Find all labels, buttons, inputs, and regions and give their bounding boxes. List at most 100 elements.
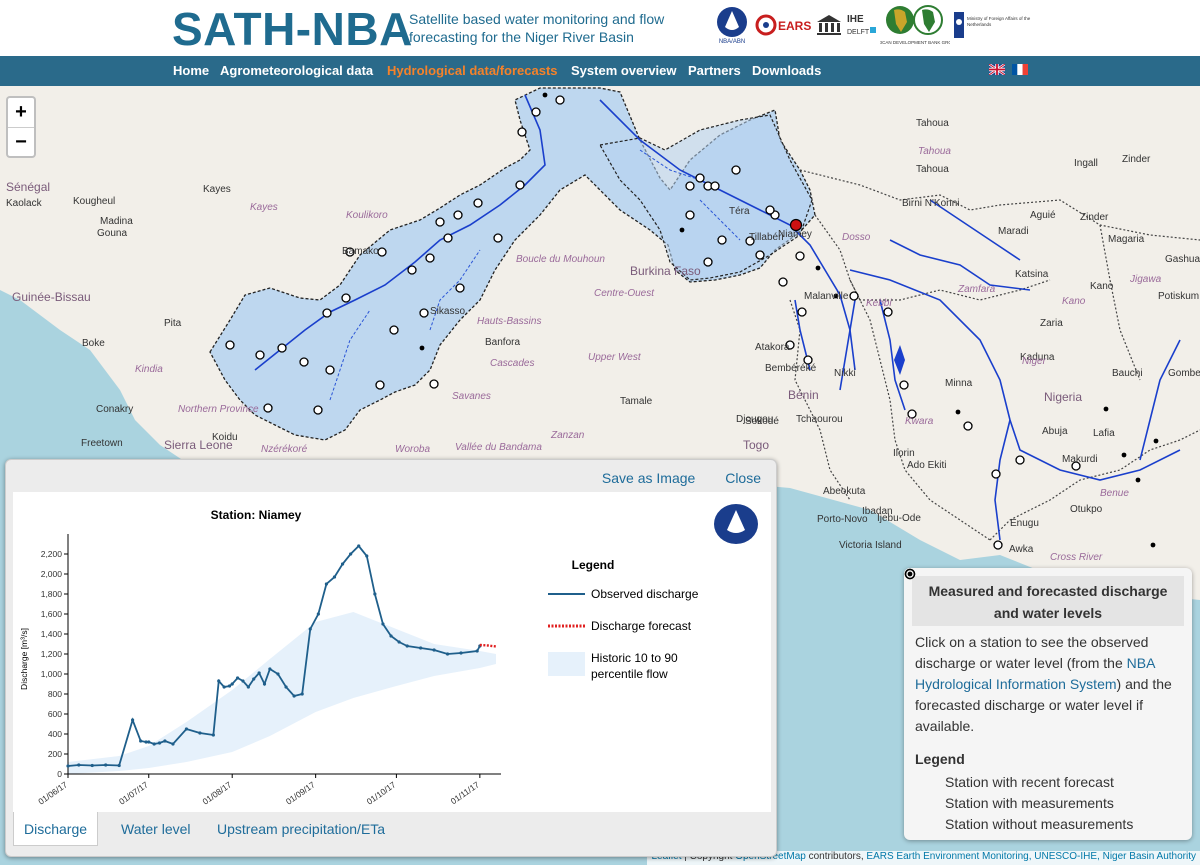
map-label: Kougheul [73, 196, 116, 207]
close-button[interactable]: Close [725, 470, 761, 486]
brand-tagline: Satellite based water monitoring and flo… [409, 11, 665, 45]
observed-point [276, 672, 280, 676]
observed-point [184, 727, 189, 731]
nba-his-link[interactable]: NBA Hydrological Information System [915, 655, 1155, 692]
netherlands-ministry-logo[interactable]: Ministry of Foreign Affairs of the Nether… [952, 5, 1032, 45]
y-tick-label: 1,000 [41, 669, 63, 679]
map-label: Pita [164, 318, 182, 329]
zoom-in-button[interactable]: + [15, 101, 27, 123]
map-label: Tahoua [916, 118, 949, 129]
map-label: Kano [1090, 281, 1114, 292]
map-label: Sierra Leone [164, 438, 233, 452]
french-flag-icon[interactable] [1012, 64, 1028, 75]
map-label: Zamfara [958, 284, 996, 295]
map-label: Hauts-Bassins [477, 316, 542, 327]
tab-upstream-precipitation[interactable]: Upstream precipitation/ETa [217, 821, 386, 837]
nav-downloads[interactable]: Downloads [752, 63, 822, 78]
english-flag-icon[interactable] [989, 64, 1005, 75]
map-label: Niamey [778, 229, 812, 240]
nav-home[interactable]: Home [173, 63, 210, 78]
observed-point [211, 733, 215, 737]
map-label: Bénin [788, 388, 819, 402]
map-label: Abuja [1042, 426, 1068, 437]
map-label: Otukpo [1070, 504, 1103, 515]
nav-hydrological-data[interactable]: Hydrological data/forecasts [387, 63, 558, 78]
observed-point [268, 667, 272, 671]
zoom-out-button[interactable]: − [8, 127, 34, 156]
map-label: Upper West [588, 352, 641, 363]
unesco-logo[interactable] [815, 5, 843, 45]
y-tick-label: 1,600 [41, 609, 63, 619]
percentile-band [68, 612, 496, 774]
ears-logo[interactable]: EARS [753, 5, 813, 45]
map-label: Gashua [1165, 254, 1200, 265]
save-as-image-button[interactable]: Save as Image [601, 470, 696, 486]
discharge-chart: Station: Niamey 0 200 400 600 800 1,000 1,200 1,… [19, 504, 758, 807]
map-label: Kindia [135, 364, 163, 375]
station-markers [225, 92, 1159, 550]
observed-point [77, 763, 81, 767]
observed-point [292, 694, 296, 698]
legend-band-label-1: Historic 10 to 90 [591, 651, 678, 665]
nav-agrometeorological-data[interactable]: Agrometeorological data [220, 63, 374, 78]
map-label: Zinder [1080, 212, 1109, 223]
map-label: Djougou [736, 414, 774, 425]
tab-water-level[interactable]: Water level [121, 821, 191, 837]
observed-point [349, 552, 353, 556]
observed-point [405, 644, 409, 648]
afdb-logo[interactable]: AFRICAN DEVELOPMENT BANK GROUP [880, 5, 950, 45]
observed-point [475, 649, 479, 653]
tab-discharge[interactable]: Discharge [13, 812, 99, 846]
map-label: Benue [1100, 488, 1129, 499]
station-popup: Save as Image Close Station: Niamey 0 200 4… [5, 459, 777, 857]
map-label: Nikki [834, 368, 856, 379]
map-label: Banfora [485, 337, 521, 348]
observed-point [332, 575, 337, 579]
legend-forecast-label: Discharge forecast [591, 619, 692, 633]
map-label: Jigawa [1130, 274, 1162, 285]
observed-point [300, 692, 304, 696]
svg-text:DELFT: DELFT [847, 29, 870, 36]
map-label: Bamako [342, 246, 379, 257]
map-label: Awka [1009, 544, 1034, 555]
observed-point [324, 582, 329, 586]
nav-partners[interactable]: Partners [688, 63, 741, 78]
map-label: Atakora [755, 342, 790, 353]
map-label: Potiskum [1158, 291, 1200, 302]
map-label: Kayes [250, 202, 278, 213]
observed-point [131, 718, 135, 722]
x-tick-label: 01/09/17 [284, 779, 317, 806]
map-label: Ado Ekiti [907, 460, 947, 471]
map-label: Guinée-Bissau [12, 290, 91, 304]
zoom-control: + − [6, 96, 36, 158]
observed-point [157, 741, 162, 745]
map-label: Tahoua [918, 146, 951, 157]
map-label: Sikasso [430, 306, 466, 317]
map-label: Dosso [842, 232, 871, 243]
legend-row-no-measurements: Station without measurements [904, 571, 1192, 834]
x-tick-label: 01/10/17 [365, 779, 398, 806]
nav-system-overview[interactable]: System overview [571, 63, 677, 78]
map-label: Kebbi [866, 298, 892, 309]
observed-point [308, 627, 312, 631]
ears-link[interactable]: EARS Earth Environment Monitoring, UNESC… [866, 851, 1196, 862]
svg-text:EARS: EARS [778, 19, 811, 33]
y-tick-label: 1,800 [41, 589, 63, 599]
ihe-delft-logo[interactable]: IHE DELFT [845, 5, 877, 45]
nba-chart-logo-icon [714, 504, 758, 544]
site-header: SATH-NBA Satellite based water monitorin… [0, 0, 1200, 56]
y-tick-label: 0 [57, 769, 62, 779]
map-label: Niger [1022, 356, 1046, 367]
legend-row-forecast: Station with recent forecast [904, 568, 1192, 792]
observed-point [163, 739, 167, 743]
map-label: Téra [729, 206, 750, 217]
observed-point [284, 685, 288, 689]
nba-logo[interactable]: NBA/ABN [712, 5, 752, 45]
map-label: Kaduna [1020, 352, 1055, 363]
observed-point [252, 677, 256, 681]
map-label: Centre-Ouest [594, 288, 655, 299]
observed-point [117, 763, 121, 768]
map-label: Kwara [905, 416, 934, 427]
brand-title[interactable]: SATH-NBA [172, 3, 413, 55]
y-tick-label: 400 [48, 729, 62, 739]
